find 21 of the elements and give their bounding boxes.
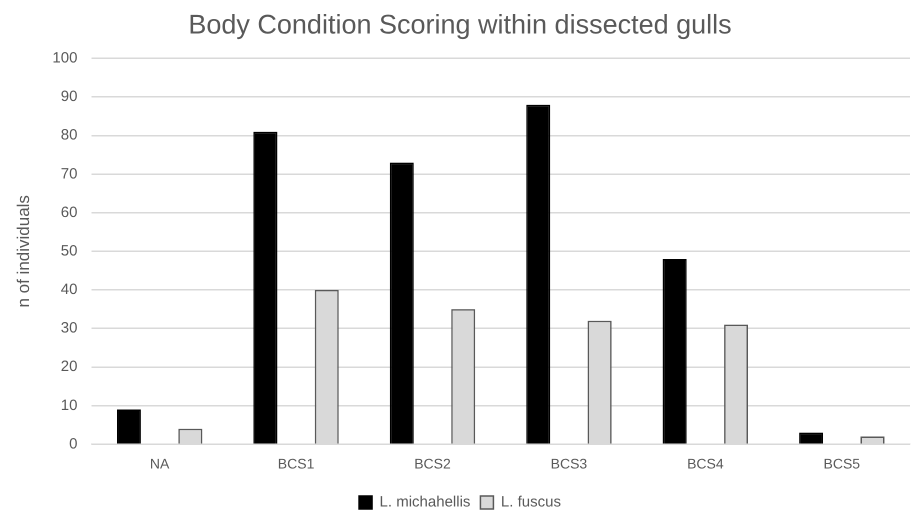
y-tick-label: 50 (60, 242, 78, 260)
y-tick-label: 40 (60, 281, 78, 298)
x-tick-label: BCS4 (687, 455, 724, 472)
y-tick-label: 90 (60, 88, 78, 106)
legend-label: L. fuscus (500, 494, 561, 511)
y-tick-label: 0 (69, 435, 78, 452)
x-tick-label: BCS1 (278, 455, 315, 472)
y-tick-label: 20 (60, 358, 78, 376)
x-tick-label: BCS2 (414, 455, 451, 472)
x-tick-label: BCS3 (550, 455, 588, 472)
legend-label: L. michahellis (380, 494, 470, 511)
chart-title: Body Condition Scoring within dissected gulls (188, 10, 732, 40)
y-tick-label: 10 (60, 396, 78, 414)
y-axis-title: n of individuals (14, 195, 33, 308)
x-tick-label: NA (150, 455, 170, 472)
y-tick-label: 80 (60, 126, 78, 144)
x-tick-label: BCS5 (823, 455, 860, 472)
y-tick-label: 100 (52, 50, 78, 67)
y-tick-label: 70 (60, 165, 78, 182)
y-tick-label: 30 (60, 320, 78, 337)
y-tick-label: 60 (60, 204, 78, 221)
